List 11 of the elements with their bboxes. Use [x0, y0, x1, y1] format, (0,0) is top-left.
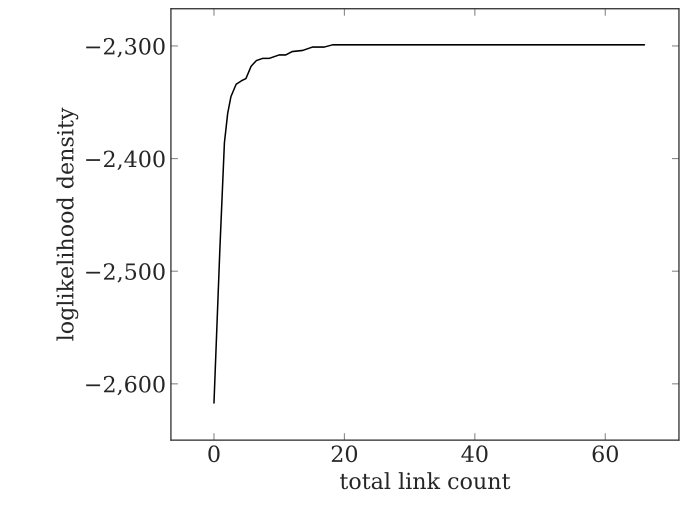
x-tick-label: 60 [592, 445, 618, 462]
x-tick-label: 20 [332, 445, 358, 462]
line-series [213, 44, 646, 404]
y-axis-title: loglikelihood density [56, 108, 78, 341]
y-tick-label: −2,300 [86, 38, 165, 58]
x-axis-title: total link count [340, 472, 510, 490]
y-tick-label: −2,400 [86, 150, 165, 170]
x-tick-label: 0 [208, 445, 220, 462]
x-tick-label: 40 [461, 445, 488, 462]
y-tick-label: −2,600 [86, 376, 165, 396]
y-tick-label: −2,500 [86, 263, 165, 283]
